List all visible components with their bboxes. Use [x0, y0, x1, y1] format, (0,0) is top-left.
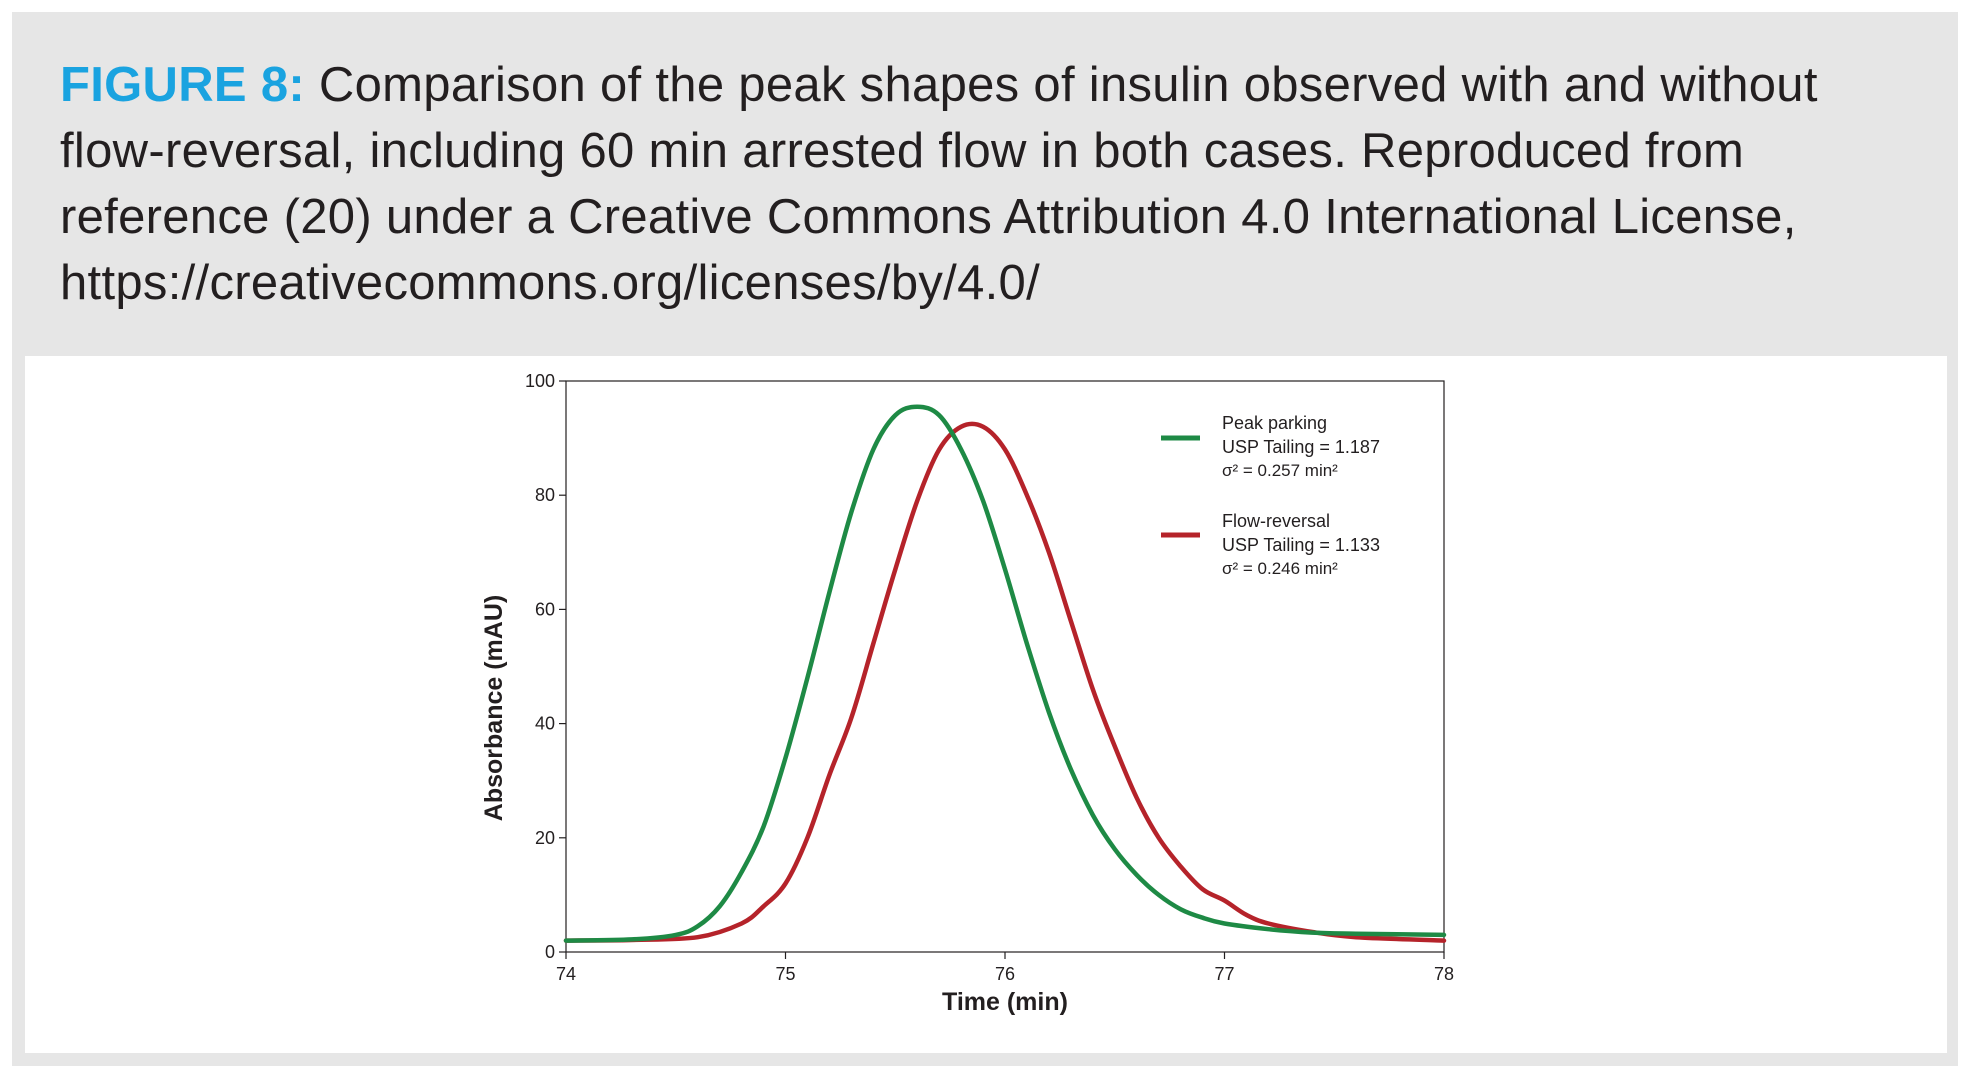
series-lines — [563, 404, 1447, 943]
chart-card: 0 20 40 60 80 100 74 75 76 77 78 Time (min) Absor… — [25, 356, 1947, 1053]
y-tick-label: 20 — [535, 828, 555, 848]
y-axis-title: Absorbance (mAU) — [480, 595, 508, 821]
x-axis: 74 75 76 77 78 — [556, 952, 1454, 984]
y-axis: 0 20 40 60 80 100 — [525, 371, 566, 962]
legend-tailing-peak-parking: USP Tailing = 1.187 — [1222, 437, 1380, 457]
series-line-flow-reversal — [563, 421, 1447, 943]
legend-label-peak-parking: Peak parking — [1222, 413, 1327, 433]
legend-label-flow-reversal: Flow-reversal — [1222, 511, 1330, 531]
series-line-peak-parking — [563, 404, 1447, 943]
caption-text: Comparison of the peak shapes of insulin… — [60, 58, 1818, 310]
x-tick-label: 74 — [556, 964, 576, 984]
legend-variance-peak-parking: σ² = 0.257 min² — [1222, 461, 1338, 480]
figure-caption: FIGURE 8: Comparison of the peak shapes … — [60, 52, 1900, 316]
legend: Peak parking USP Tailing = 1.187 σ² = 0.… — [1161, 413, 1380, 578]
y-tick-label: 80 — [535, 485, 555, 505]
y-tick-label: 100 — [525, 371, 555, 391]
x-tick-label: 78 — [1434, 964, 1454, 984]
y-tick-label: 40 — [535, 714, 555, 734]
figure-label: FIGURE 8: — [60, 58, 305, 112]
x-axis-title: Time (min) — [942, 988, 1068, 1016]
x-tick-label: 75 — [775, 964, 795, 984]
y-tick-label: 60 — [535, 599, 555, 619]
legend-variance-flow-reversal: σ² = 0.246 min² — [1222, 559, 1338, 578]
y-tick-label: 0 — [545, 942, 555, 962]
x-tick-label: 77 — [1214, 964, 1234, 984]
line-chart: 0 20 40 60 80 100 74 75 76 77 78 Time (min) Absor… — [480, 371, 1454, 1016]
legend-tailing-flow-reversal: USP Tailing = 1.133 — [1222, 535, 1380, 555]
x-tick-label: 76 — [995, 964, 1015, 984]
